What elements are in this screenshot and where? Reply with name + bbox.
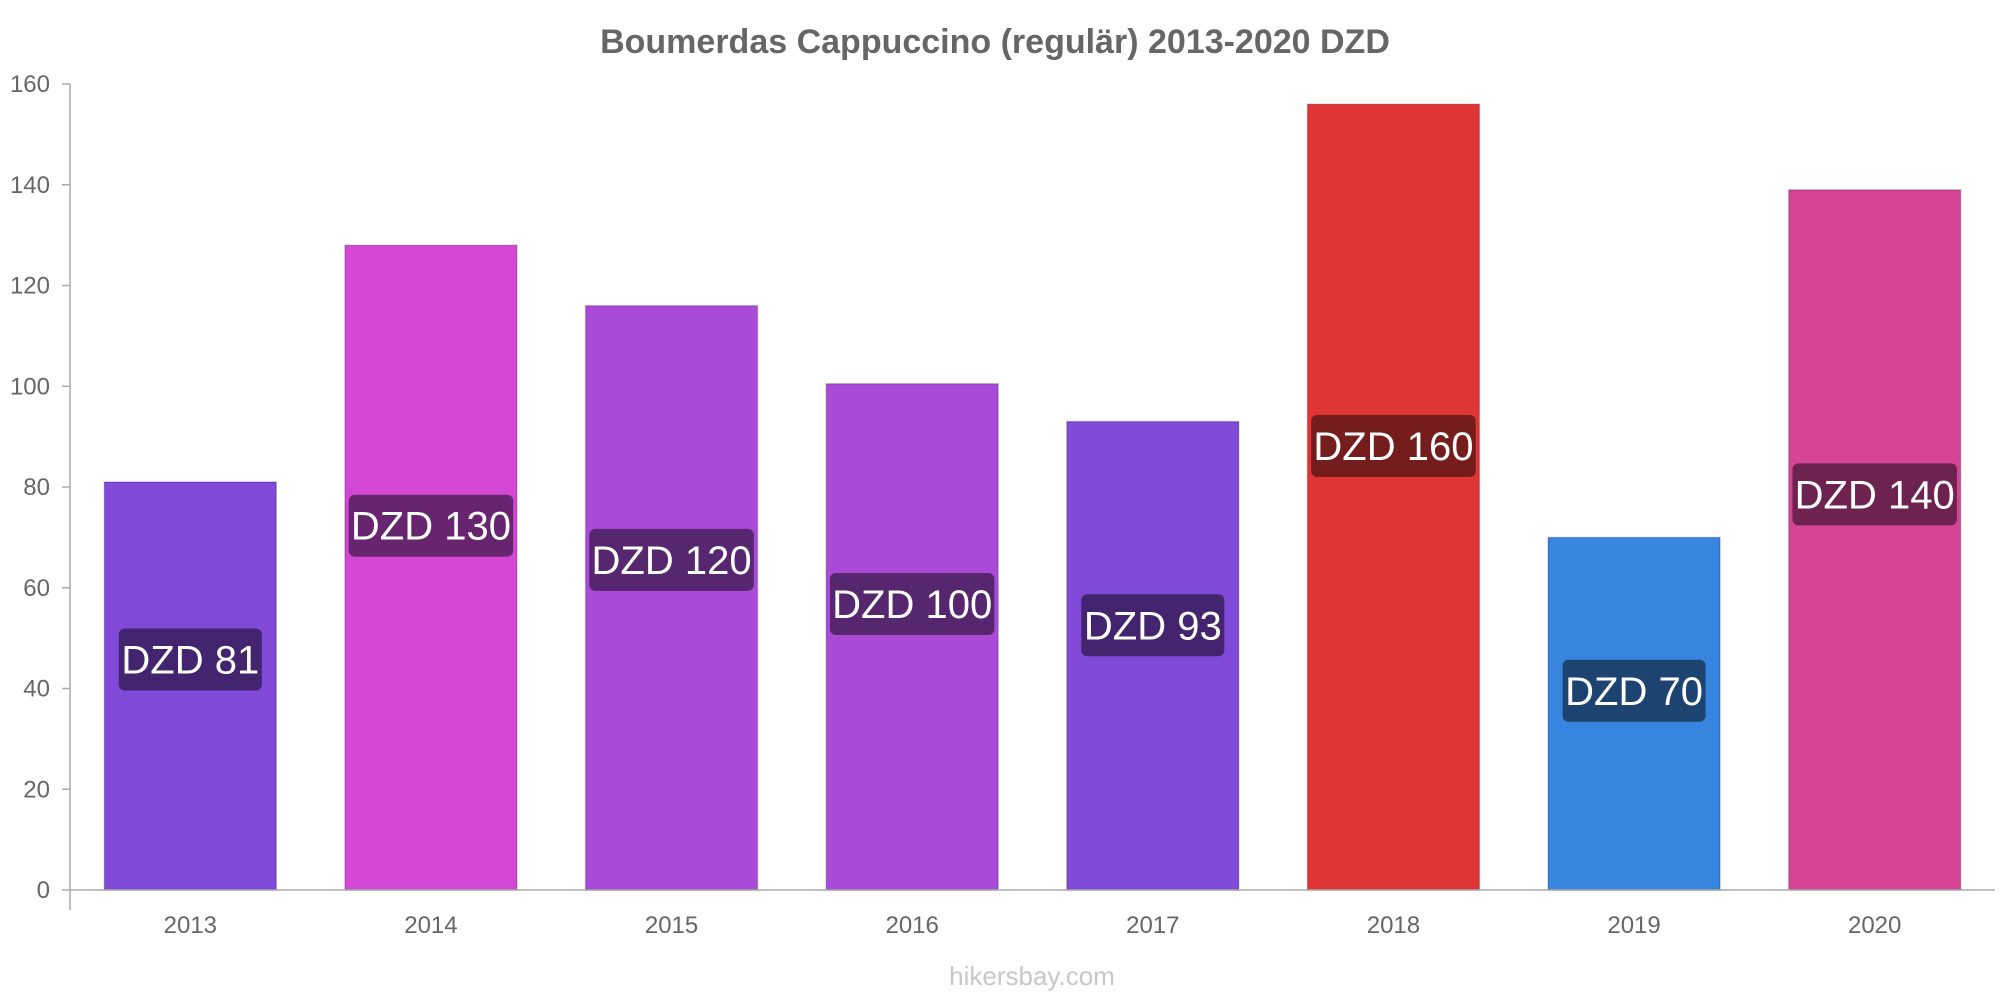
data-label: DZD 81 [121, 638, 259, 682]
y-tick-label: 160 [10, 71, 50, 98]
x-tick-label: 2015 [645, 912, 698, 939]
chart-title: Boumerdas Cappuccino (regulär) 2013-2020… [600, 23, 1390, 61]
y-tick-label: 40 [23, 676, 50, 703]
x-tick-label: 2017 [1126, 912, 1179, 939]
data-label: DZD 93 [1084, 604, 1222, 648]
x-tick-label: 2019 [1607, 912, 1660, 939]
bar-2015 [584, 304, 759, 891]
y-tick-label: 0 [37, 877, 50, 904]
y-axis: 0 20 40 60 80 100 120 140 160 [10, 71, 71, 910]
y-tick-label: 60 [23, 575, 50, 602]
data-label-box [1311, 414, 1476, 477]
x-tick-label: 2013 [164, 912, 217, 939]
data-label-box [1562, 659, 1706, 722]
data-label-box [589, 528, 754, 591]
source-credit: hikersbay.com [949, 961, 1115, 991]
data-label: DZD 100 [832, 583, 992, 627]
bar-2016 [825, 382, 999, 891]
data-label: DZD 120 [592, 539, 752, 583]
value-labels: DZD 81 DZD 130 DZD 120 DZD 100 DZD 93 DZD 160… [118, 414, 1957, 722]
data-label: DZD 130 [351, 505, 511, 549]
bar-2018 [1306, 103, 1481, 891]
data-label: DZD 160 [1313, 425, 1473, 469]
y-tick-label: 100 [10, 373, 50, 400]
data-label-box [118, 628, 262, 691]
data-label-box [1081, 594, 1225, 657]
bar-2020 [1787, 189, 1962, 891]
x-tick-label: 2014 [404, 912, 457, 939]
x-tick-label: 2020 [1848, 912, 1901, 939]
x-tick-label: 2018 [1367, 912, 1420, 939]
data-label: DZD 140 [1795, 473, 1955, 517]
data-label-box [1792, 463, 1957, 526]
data-label-box [348, 494, 514, 557]
y-tick-label: 20 [23, 776, 50, 803]
x-tick-label: 2016 [885, 912, 938, 939]
y-tick-label: 140 [10, 172, 50, 199]
data-label-box [829, 572, 995, 635]
y-tick-label: 120 [10, 273, 50, 300]
y-tick-label: 80 [23, 474, 50, 501]
x-axis: 2013 2014 2015 2016 2017 2018 2019 2020 [70, 889, 1995, 939]
bar-2014 [344, 244, 518, 891]
data-label: DZD 70 [1565, 670, 1703, 714]
